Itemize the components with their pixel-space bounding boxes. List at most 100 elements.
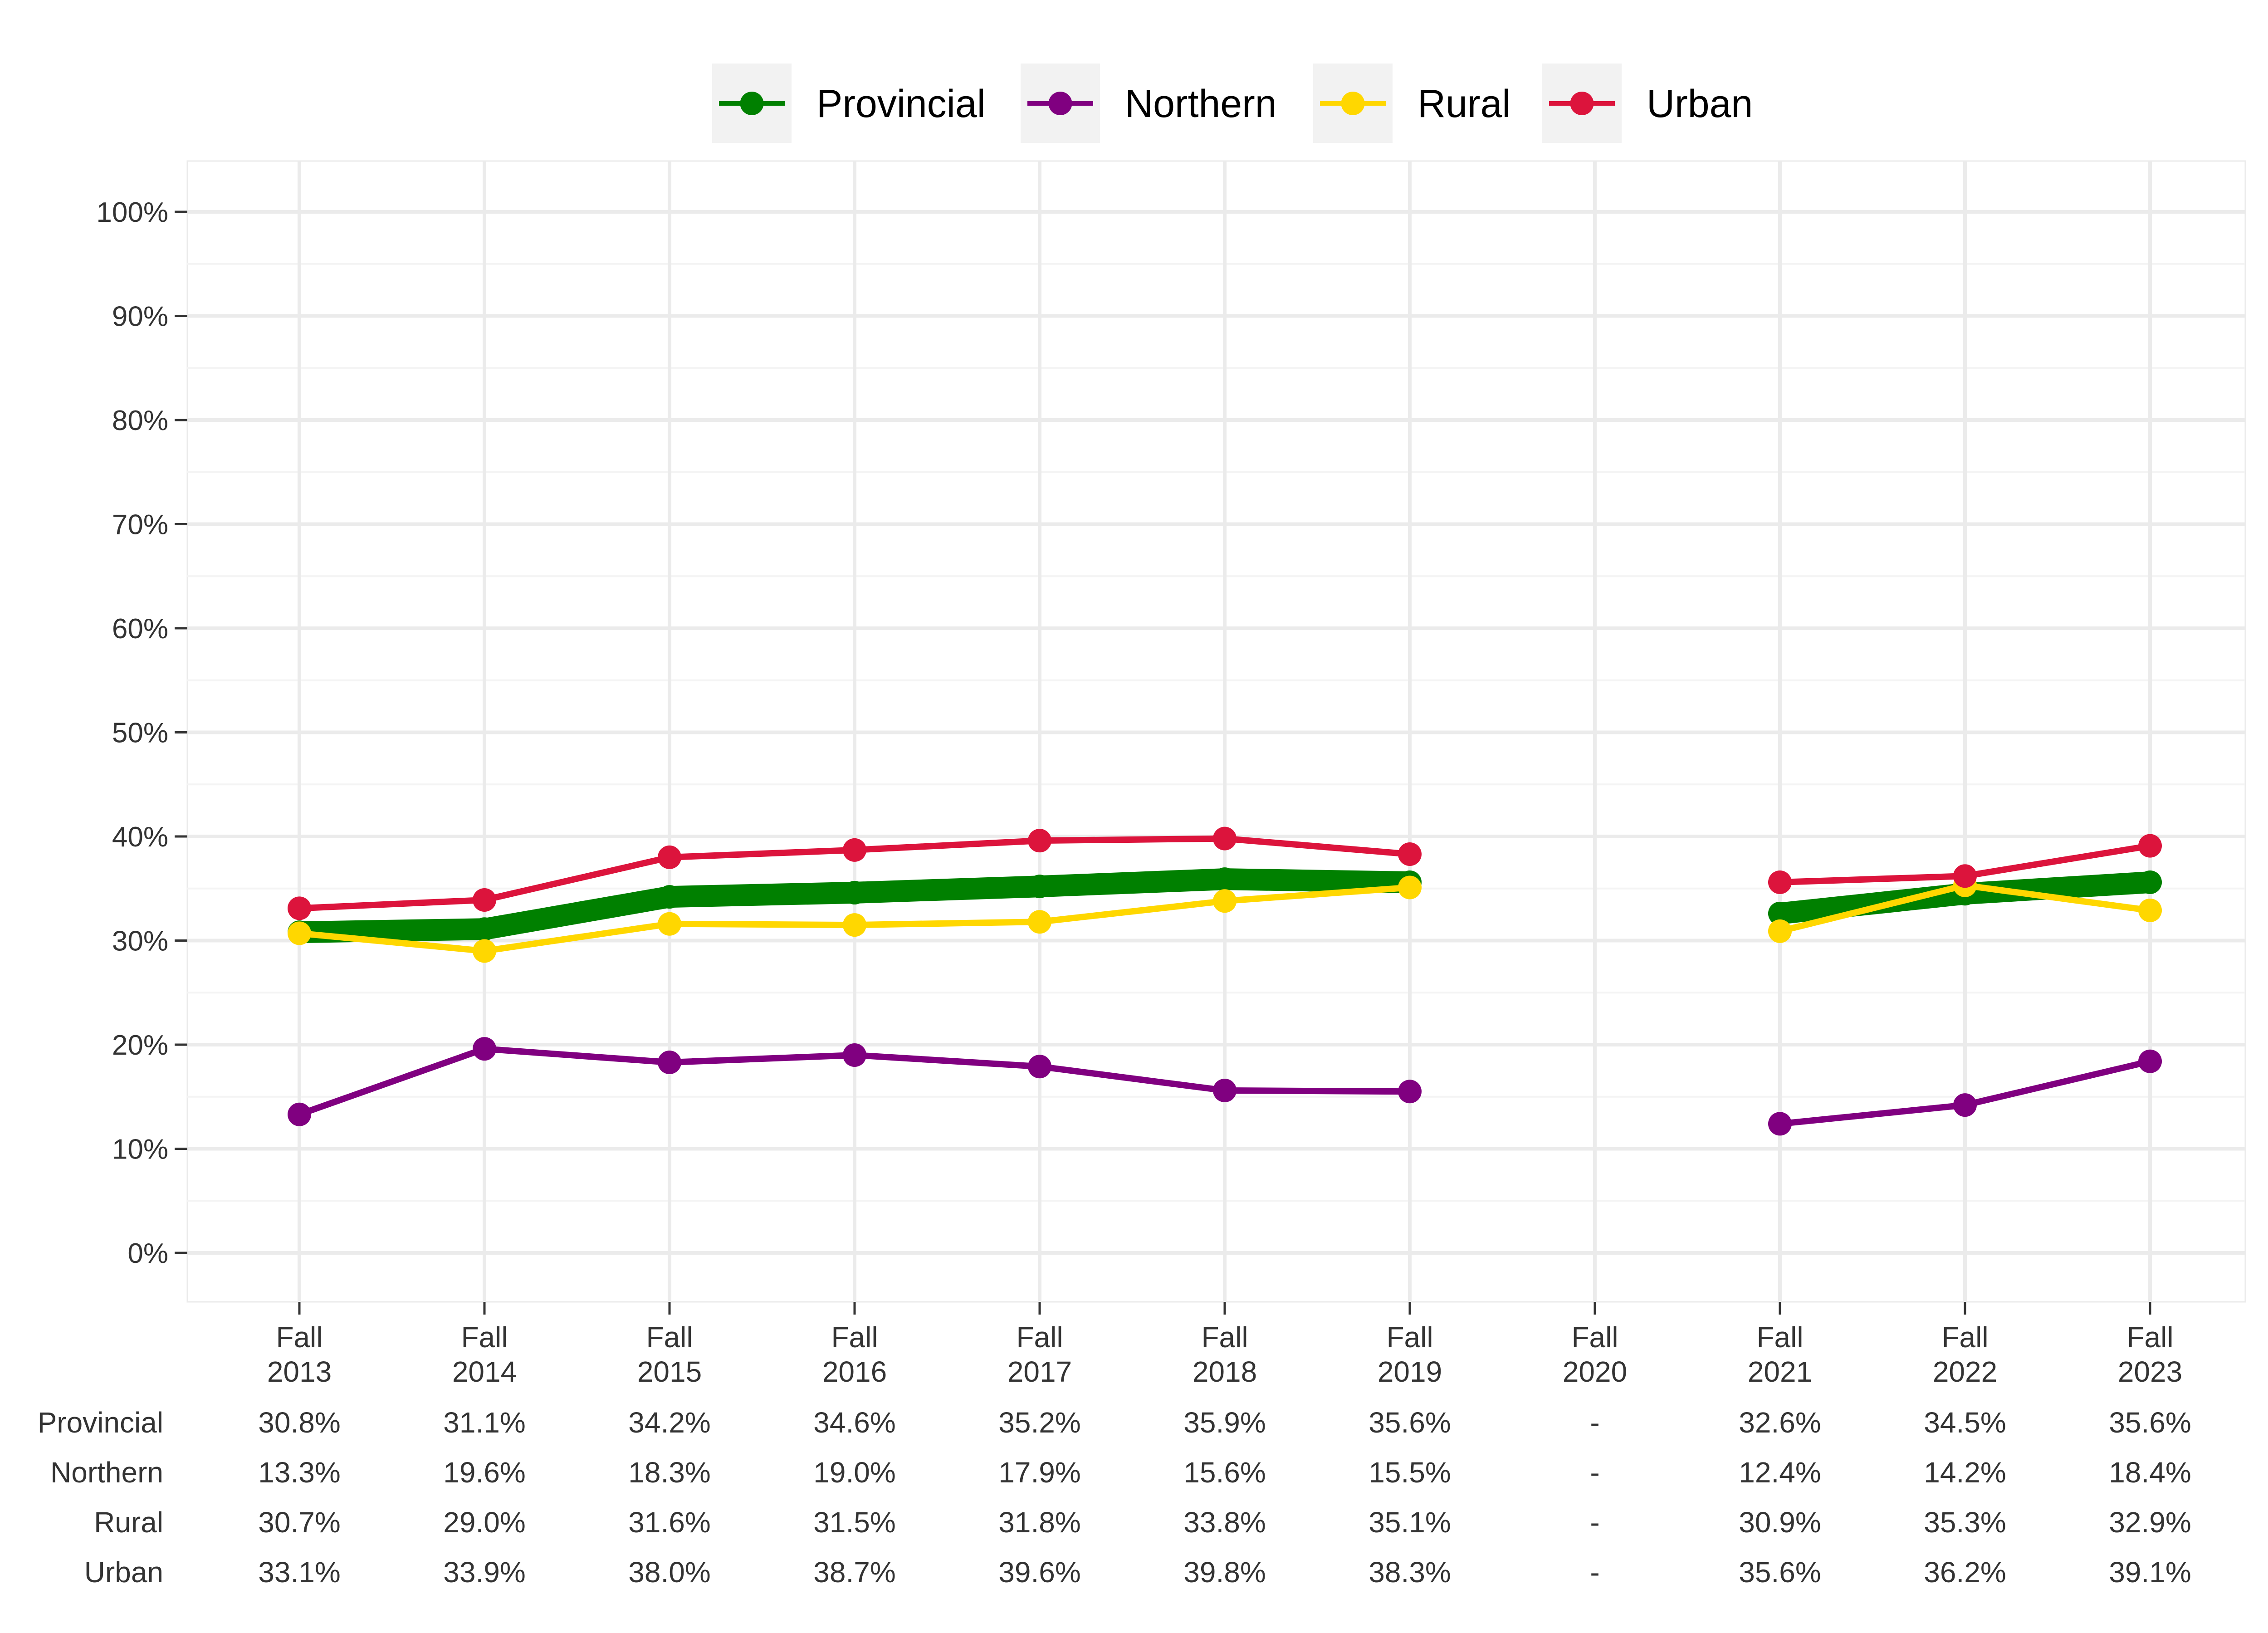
table-cell: 39.1% [2109,1556,2191,1589]
data-point-urban [2138,834,2162,858]
data-point-urban [1213,826,1237,851]
table-cell: 33.1% [258,1556,340,1589]
table-cell: 35.9% [1183,1406,1266,1439]
table-cell: 13.3% [258,1456,340,1489]
x-tick-label: Fall 2017 [1007,1321,1072,1388]
table-cell: 35.2% [998,1406,1080,1439]
legend-key-point [1341,92,1365,115]
table-cell: 36.2% [1924,1556,2006,1589]
data-point-rural [1028,910,1051,934]
legend: Provincial Northern Rural Urban [712,64,1753,143]
series-northern [288,1037,2162,1136]
y-tick-label: 10% [112,1134,168,1165]
y-tick-label: 100% [96,197,168,228]
x-tick-label-line: 2023 [2118,1355,2182,1388]
table-cell: - [1590,1556,1599,1589]
table-cell: 32.6% [1739,1406,1821,1439]
x-tick-label: Fall 2023 [2118,1321,2182,1388]
table-cell: 34.6% [813,1406,895,1439]
data-point-northern [473,1037,496,1061]
legend-item-provincial: Provincial [712,64,986,143]
table-row-label: Rural [94,1506,163,1539]
table-cell: 35.3% [1924,1506,2006,1539]
table-cell: 30.8% [258,1406,340,1439]
data-point-northern [1768,1112,1792,1136]
x-tick-label-line: 2019 [1378,1355,1442,1388]
data-point-northern [658,1051,681,1075]
data-point-northern [1398,1080,1422,1104]
series-rural [288,873,2162,963]
legend-key-point [1048,92,1072,115]
x-tick-label-line: Fall [461,1321,508,1354]
x-tick-label-line: Fall [1756,1321,1803,1354]
table-cell: - [1590,1406,1599,1439]
table-cell: 31.5% [813,1506,895,1539]
x-tick-label: Fall 2018 [1193,1321,1257,1388]
table-cell: - [1590,1456,1599,1489]
y-tick-label: 70% [112,509,168,541]
series-urban [288,826,2162,920]
x-tick-label-line: 2016 [822,1355,887,1388]
data-point-provincial [1028,875,1051,899]
x-tick-label: Fall 2015 [637,1321,702,1388]
table-cell: 38.3% [1369,1556,1451,1589]
data-point-provincial [658,885,681,909]
x-tick-label: Fall 2020 [1563,1321,1627,1388]
table-cell: 15.5% [1369,1456,1451,1489]
data-point-provincial [1213,867,1237,891]
table-cell: 30.7% [258,1506,340,1539]
data-point-rural [1768,919,1792,943]
legend-label: Provincial [816,82,986,126]
legend-item-northern: Northern [1021,64,1277,143]
data-point-provincial [1768,901,1792,925]
y-axis: 0% 10% 20% 30% 40% 50% 60% 70% 80% 90% 100% [96,197,187,1269]
y-tick-label: 20% [112,1030,168,1061]
data-point-northern [1953,1093,1977,1117]
table-cell: 35.6% [1739,1556,1821,1589]
data-point-urban [1768,870,1792,894]
table-cell: 38.7% [813,1556,895,1589]
table-row-label: Northern [50,1456,163,1489]
x-tick-label-line: 2015 [637,1355,702,1388]
x-tick-label-line: Fall [646,1321,693,1354]
legend-key-point [740,92,764,115]
x-tick-label-line: 2013 [267,1355,332,1388]
x-tick-label: Fall 2022 [1933,1321,1997,1388]
data-point-rural [473,939,496,963]
x-tick-label: Fall 2019 [1378,1321,1442,1388]
legend-label: Urban [1647,82,1753,126]
x-tick-label-line: Fall [1571,1321,1618,1354]
x-tick-label-line: 2017 [1007,1355,1072,1388]
x-tick-label-line: Fall [276,1321,323,1354]
data-point-provincial [2138,870,2162,894]
table-cell: 19.0% [813,1456,895,1489]
table-cell: 17.9% [998,1456,1080,1489]
table-cell: 35.6% [1369,1406,1451,1439]
table-cell: 12.4% [1739,1456,1821,1489]
y-tick-label: 90% [112,301,168,332]
data-point-urban [473,888,496,912]
table-cell: 31.1% [443,1406,525,1439]
x-tick-label-line: Fall [1386,1321,1433,1354]
x-tick-label-line: 2018 [1193,1355,1257,1388]
data-point-northern [2138,1049,2162,1073]
x-tick-label-line: 2020 [1563,1355,1627,1388]
data-point-provincial [843,880,866,905]
x-tick-label-line: Fall [831,1321,878,1354]
legend-label: Rural [1418,82,1511,126]
table-cell: - [1590,1506,1599,1539]
legend-key-point [1570,92,1594,115]
x-tick-label-line: Fall [1201,1321,1248,1354]
data-table: Provincial 30.8% 31.1% 34.2% 34.6% 35.2% 35.9%… [38,1406,2191,1589]
data-point-rural [1398,875,1422,900]
table-cell: 33.9% [443,1556,525,1589]
data-point-rural [658,912,681,936]
table-row: Urban 33.1% 33.9% 38.0% 38.7% 39.6% 39.8% 38.3%… [84,1556,2191,1589]
x-tick-label-line: Fall [1941,1321,1988,1354]
x-tick-label: Fall 2014 [452,1321,517,1388]
table-cell: 34.2% [628,1406,710,1439]
table-cell: 38.0% [628,1556,710,1589]
data-point-rural [2138,898,2162,922]
